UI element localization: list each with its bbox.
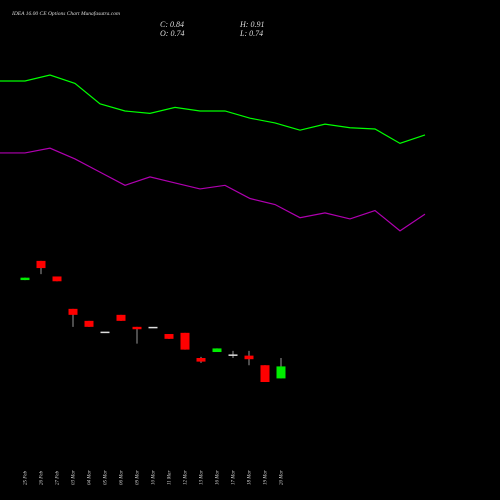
candle-body [244,355,254,360]
open-label: O: 0.74 [160,29,184,38]
indicator-line [0,74,426,145]
chart-title: IDEA 16.00 CE Options Chart Munafasutra.… [11,10,120,17]
indicator-line [0,147,426,232]
x-tick-label: 04 Mar [88,470,93,485]
x-tick-label: 13 Mar [200,470,205,485]
close-label: C: 0.84 [160,20,184,29]
x-tick-label: 10 Mar [152,470,157,485]
x-tick-label: 09 Mar [136,470,141,485]
x-tick-label: 20 Mar [280,470,285,485]
candle-body [36,260,46,269]
candle-body [132,326,142,330]
candle-body [260,365,270,382]
x-tick-label: 03 Mar [72,470,77,485]
candle-body [180,332,190,350]
x-tick-label: 25 Feb [24,470,29,485]
candle-body [228,354,238,356]
high-label: H: 0.91 [239,20,264,29]
x-tick-label: 19 Mar [264,470,269,485]
candle-body [20,277,30,281]
x-tick-label: 16 Mar [216,470,221,485]
candle-body [116,314,126,321]
candle-body [212,348,222,353]
x-tick-label: 11 Mar [168,470,173,485]
candle-body [196,358,206,362]
x-tick-label: 18 Mar [248,470,253,485]
low-label: L: 0.74 [239,29,263,38]
x-tick-label: 26 Feb [40,470,45,485]
candle-body [100,331,110,334]
x-tick-label: 06 Mar [120,470,125,485]
candle-body [84,320,94,327]
candle-body [52,276,62,282]
x-tick-label: 12 Mar [184,470,189,485]
candle-body [276,366,286,379]
x-tick-label: 17 Mar [232,470,237,485]
candle-body [164,334,174,339]
candle-body [148,326,158,329]
x-tick-label: 27 Feb [56,470,61,485]
x-tick-label: 05 Mar [104,470,109,485]
candle-body [68,308,78,315]
